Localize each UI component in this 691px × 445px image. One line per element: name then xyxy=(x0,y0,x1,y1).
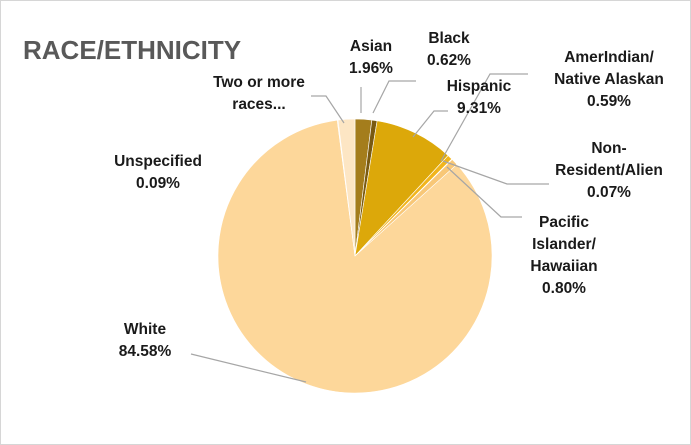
leader-line xyxy=(372,80,416,114)
slice-label: Non-Resident/Alien 0.07% xyxy=(555,140,663,201)
slice-labels: Asian 1.96% Black 0.62% Hispanic 9.31% AmerInd… xyxy=(114,30,664,360)
slice-label: Black 0.62% xyxy=(427,30,471,69)
slice-label: Two or more races... xyxy=(213,74,305,113)
pie-slices xyxy=(217,118,493,394)
leader-line xyxy=(311,95,345,124)
slice-label: Pacific Islander/Hawaiian 0.80% xyxy=(530,214,597,297)
leader-line xyxy=(412,110,448,138)
slice-label: Hispanic 9.31% xyxy=(447,78,512,117)
leader-line xyxy=(442,160,549,185)
slice-label: Asian 1.96% xyxy=(349,38,393,77)
chart-title: RACE/ETHNICITY xyxy=(23,35,241,65)
pie-slice-white xyxy=(217,119,493,394)
leader-lines xyxy=(190,73,549,383)
leader-line xyxy=(446,166,522,218)
pie-slice-hispanic xyxy=(354,120,449,257)
leader-line xyxy=(190,353,307,383)
slice-label: AmerIndian/Native Alaskan 0.59% xyxy=(554,49,664,110)
slice-label: Unspecified 0.09% xyxy=(114,153,202,192)
pie-slice-two-or-more-races xyxy=(337,118,356,257)
leader-line xyxy=(440,73,528,162)
slice-label: White 84.58% xyxy=(119,321,172,360)
